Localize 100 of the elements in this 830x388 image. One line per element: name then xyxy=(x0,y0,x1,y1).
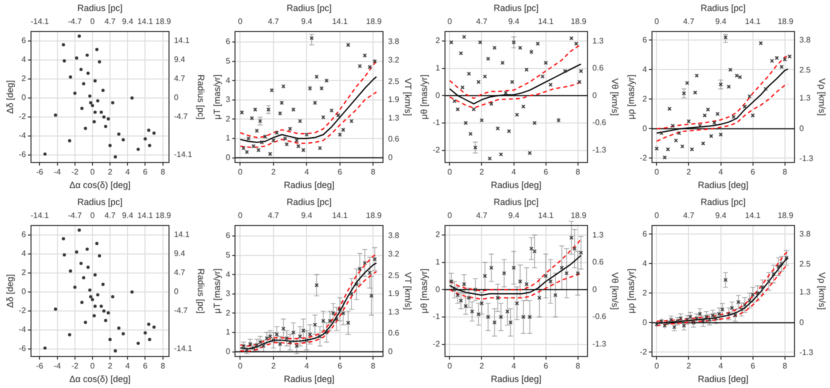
y-tick-label: 4 xyxy=(226,270,231,279)
y-tick-label: -1 xyxy=(432,118,440,128)
x-tick-label: -6 xyxy=(36,362,44,371)
x-axis-title: Radius [deg] xyxy=(284,180,334,190)
y2-tick-label: 2.5 xyxy=(799,66,812,75)
y2-tick-label: 4.7 xyxy=(174,74,186,84)
x2-tick-label: 14.1 xyxy=(744,16,762,26)
x2-axis-title: Radius [pc] xyxy=(286,196,332,207)
y2-axis-title: Vθ [km/s] xyxy=(610,78,620,116)
y2-tick-label: 1.3 xyxy=(388,307,400,316)
x-tick-label: 4 xyxy=(512,168,517,177)
y2-tick-label: 2.5 xyxy=(388,270,400,280)
y2-tick-label: 0.6 xyxy=(388,134,400,144)
y-tick-label: 1 xyxy=(435,64,440,73)
x-tick-label: 0 xyxy=(238,168,244,177)
x-tick-label: -4 xyxy=(54,362,62,371)
y-tick-label: -6 xyxy=(18,344,26,354)
y-tick-label: 6 xyxy=(226,37,231,46)
y-tick-label: 1 xyxy=(226,328,231,337)
x-tick-label: 8 xyxy=(160,168,166,177)
x2-tick-label: 4.7 xyxy=(683,16,695,26)
y-tick-label: 2 xyxy=(435,230,440,240)
y-tick-label: 4 xyxy=(226,76,231,85)
y-axis-title: μρ [mas/yr] xyxy=(626,268,636,314)
x2-tick-label: 14.1 xyxy=(137,16,154,26)
y-tick-label: 2 xyxy=(642,94,648,104)
y-tick-label: 3 xyxy=(226,95,231,104)
y2-tick-label: 2.5 xyxy=(799,260,812,269)
y-tick-label: 0 xyxy=(226,346,231,356)
y2-tick-label: 9.4 xyxy=(174,55,186,64)
x2-axis-title: Radius [pc] xyxy=(494,196,539,207)
x-axis-title: Radius [deg] xyxy=(698,374,748,384)
x-tick-label: 6 xyxy=(143,168,148,177)
y-tick-label: 5 xyxy=(226,56,231,66)
x-tick-label: 0 xyxy=(90,168,96,177)
y-tick-label: -1 xyxy=(432,312,440,322)
y-tick-label: -2 xyxy=(432,340,440,349)
x2-tick-label: 18.9 xyxy=(155,210,172,220)
x-tick-label: 4 xyxy=(718,362,724,371)
x2-tick-label: 4.7 xyxy=(268,210,280,220)
y-axis-title: μθ [mas/yr] xyxy=(418,268,429,314)
y2-tick-label: 3.8 xyxy=(388,37,400,46)
x2-tick-label: 18.9 xyxy=(778,210,794,220)
y2-tick-label: 3.2 xyxy=(388,249,400,258)
x-tick-label: 8 xyxy=(160,362,166,371)
y-tick-label: 6 xyxy=(642,35,648,44)
y-tick-label: 2 xyxy=(226,308,231,318)
y-tick-label: 0 xyxy=(435,284,440,294)
x2-tick-label: 9.4 xyxy=(508,210,520,220)
x-tick-label: 2 xyxy=(271,168,276,177)
x2-tick-label: 9.4 xyxy=(301,210,313,220)
x-tick-label: 2 xyxy=(686,168,692,177)
x-tick-label: -4 xyxy=(54,168,62,177)
x-tick-label: 8 xyxy=(782,362,788,371)
x2-tick-label: 18.9 xyxy=(778,16,794,26)
x-tick-label: 8 xyxy=(370,362,376,371)
y2-tick-label: 0 xyxy=(388,152,394,162)
y-tick-label: 0 xyxy=(642,318,648,327)
x-tick-label: -2 xyxy=(71,362,79,371)
y-tick-label: 4 xyxy=(642,258,648,268)
x2-tick-label: 18.9 xyxy=(570,16,587,26)
y2-tick-label: 14.1 xyxy=(174,36,190,46)
y2-tick-label: 3.8 xyxy=(388,231,400,240)
x-tick-label: 2 xyxy=(480,362,485,371)
x-tick-label: 6 xyxy=(338,168,343,177)
y2-tick-label: 0 xyxy=(174,287,179,296)
y2-tick-label: 3.8 xyxy=(799,35,812,44)
x2-tick-label: 14.1 xyxy=(137,210,154,220)
y-tick-label: 6 xyxy=(21,36,26,46)
x2-tick-label: 14.1 xyxy=(538,16,554,26)
y-tick-label: -2 xyxy=(18,306,26,316)
y-axis-title: Δδ [deg] xyxy=(4,274,15,308)
x2-tick-label: 0 xyxy=(654,210,660,220)
x2-tick-label: 9.4 xyxy=(122,16,134,26)
y-tick-label: -2 xyxy=(640,153,648,162)
x2-tick-label: 4.7 xyxy=(476,16,488,26)
y-tick-label: 4 xyxy=(21,55,26,64)
x-tick-label: 4 xyxy=(304,362,310,371)
y2-tick-label: 1.9 xyxy=(388,289,400,298)
y-tick-label: 6 xyxy=(226,231,231,240)
y-tick-label: 3 xyxy=(226,289,231,298)
y2-tick-label: 0 xyxy=(592,284,598,294)
x2-tick-label: -14.1 xyxy=(30,16,50,26)
x-axis-title: Radius [deg] xyxy=(490,374,542,384)
y-tick-label: 4 xyxy=(642,64,648,74)
y-tick-label: 0 xyxy=(226,152,231,162)
x-tick-label: -2 xyxy=(71,168,79,177)
y-tick-label: 1 xyxy=(435,258,440,267)
x-tick-label: 0 xyxy=(238,362,244,371)
x-tick-label: 0 xyxy=(654,362,660,371)
x2-tick-label: 4.7 xyxy=(683,210,695,220)
x-tick-label: 6 xyxy=(338,362,343,371)
x2-tick-label: 18.9 xyxy=(366,16,382,26)
y2-tick-label: 0 xyxy=(799,318,804,327)
x-tick-label: 4 xyxy=(125,168,130,177)
x-tick-label: 6 xyxy=(544,168,549,177)
y2-axis-title: Vρ [km/s] xyxy=(817,272,828,310)
x-tick-label: 8 xyxy=(576,168,581,177)
y-tick-label: 6 xyxy=(642,229,648,238)
y2-tick-label: 2.5 xyxy=(388,76,400,86)
